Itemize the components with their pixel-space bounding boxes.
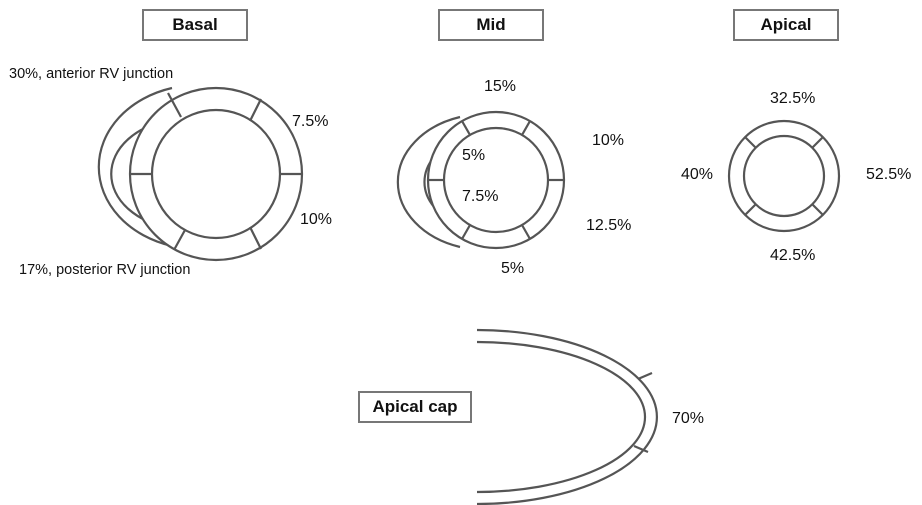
apical-bottom-value: 42.5%: [770, 247, 816, 264]
mid-bottom-value: 5%: [501, 260, 525, 277]
apical-ring: [727, 119, 841, 233]
apical-top-value: 32.5%: [770, 90, 816, 107]
mid-lv-ring: [426, 110, 566, 250]
basal-upper-right-value: 7.5%: [292, 113, 329, 130]
mid-title: Mid: [476, 15, 506, 34]
mid-lower-right-value: 12.5%: [586, 217, 632, 234]
apical-cap-title: Apical cap: [372, 397, 458, 416]
apical-title-box: Apical: [733, 9, 839, 41]
basal-lv-ring: [128, 86, 304, 262]
mid-septal-upper-value: 5%: [462, 147, 486, 164]
mid-title-box: Mid: [438, 9, 544, 41]
mid-top-value: 15%: [484, 78, 517, 95]
apical-cap-title-box: Apical cap: [358, 391, 472, 423]
mid-upper-right-value: 10%: [592, 132, 625, 149]
apical-left-value: 40%: [681, 166, 714, 183]
basal-title-box: Basal: [142, 9, 248, 41]
apical-title: Apical: [760, 15, 812, 34]
basal-title: Basal: [172, 15, 218, 34]
basal-lower-right-value: 10%: [300, 211, 333, 228]
apical-cap-shape: [476, 328, 659, 505]
basal-posterior-rv-junction-label: 17%, posterior RV junction: [19, 262, 191, 278]
basal-anterior-rv-junction-label: 30%, anterior RV junction: [9, 66, 174, 82]
apical-cap-value: 70%: [672, 410, 705, 427]
apical-right-value: 52.5%: [866, 166, 912, 183]
mid-septal-lower-value: 7.5%: [462, 188, 499, 205]
